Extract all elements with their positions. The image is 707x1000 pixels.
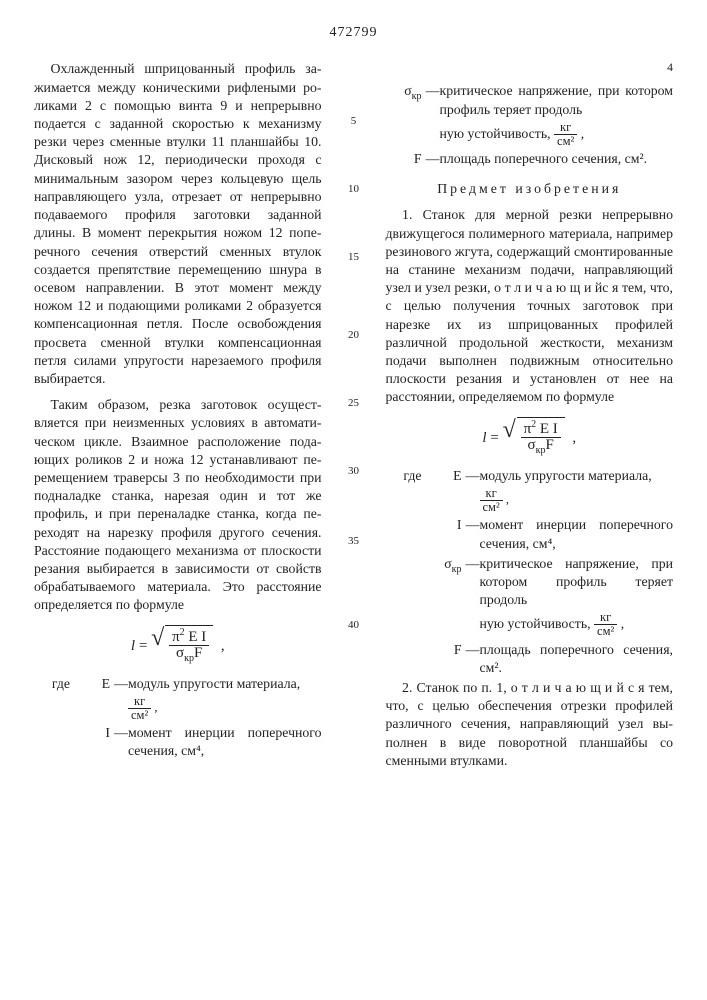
- left-where-block: где E — модуль упругости материала, кгсм…: [34, 675, 322, 761]
- lineno: 20: [344, 328, 364, 343]
- lineno: 5: [344, 114, 364, 129]
- unit-E: кгсм² ,: [128, 695, 322, 722]
- right-where-continued: σкр — критическое напряжение, при ко­тор…: [386, 82, 674, 168]
- sym-sigma: σкр: [386, 82, 426, 118]
- unit-E-r: кгсм² ,: [480, 487, 674, 514]
- def-E: модуль упругости материала,: [128, 675, 322, 693]
- formula-right: l = π2 E I σкрF ,: [386, 417, 674, 457]
- def-sigma-b2-text: ную устойчивость,: [480, 616, 595, 631]
- lineno: 40: [344, 618, 364, 633]
- left-para-1: Охлажденный шприцованный профиль за­жима…: [34, 60, 322, 388]
- def-sigma-b2: ную устойчивость, кгсм² ,: [480, 611, 674, 638]
- def-sigma-2: ную устойчивость, кгсм² ,: [440, 121, 674, 148]
- line-number-gutter: 5 10 15 20 25 30 35 40: [344, 60, 364, 778]
- right-column: 4 σкр — критическое напряжение, при ко­т…: [386, 60, 674, 778]
- def-sigma: критическое напряжение, при ко­тором про…: [440, 82, 674, 118]
- dash: —: [426, 82, 440, 118]
- dash: —: [114, 724, 128, 760]
- sym-E: E: [426, 467, 466, 485]
- def-sigma-b: критическое напряжение, при ко­тором про…: [480, 555, 674, 610]
- dash: —: [426, 150, 440, 168]
- lineno: 35: [344, 534, 364, 549]
- lineno: 15: [344, 250, 364, 265]
- def-I: момент инерции поперечного се­чения, см⁴…: [128, 724, 322, 760]
- dash: —: [466, 641, 480, 677]
- def-F2: площадь поперечного сече­ния, см².: [480, 641, 674, 677]
- def-E-r: модуль упругости материала,: [480, 467, 674, 485]
- sym-sigma: σкр: [426, 555, 466, 610]
- def-F: площадь поперечного сече­ния, см².: [440, 150, 674, 168]
- dash: —: [466, 555, 480, 610]
- left-para-2: Таким образом, резка заготовок осущест­в…: [34, 396, 322, 614]
- where-lead: где: [386, 467, 426, 485]
- sym-I: I: [74, 724, 114, 760]
- def-I-r: момент инерции поперечного се­чения, см⁴…: [480, 516, 674, 552]
- dash: —: [114, 675, 128, 693]
- sym-E: E: [74, 675, 114, 693]
- right-where-block: где E — модуль упругости материала, кгсм…: [386, 467, 674, 677]
- sym-F: F: [386, 150, 426, 168]
- col-number-right: 4: [386, 60, 674, 76]
- claim-1: 1. Станок для мерной резки непрерывно дв…: [386, 206, 674, 406]
- dash: —: [466, 516, 480, 552]
- lineno: 10: [344, 182, 364, 197]
- dash: —: [466, 467, 480, 485]
- sym-I: I: [426, 516, 466, 552]
- subject-heading: Предмет изобретения: [386, 180, 674, 198]
- def-sigma-2-text: ную устойчивость,: [440, 126, 555, 141]
- sym-F: F: [426, 641, 466, 677]
- columns: Охлажденный шприцованный профиль за­жима…: [34, 60, 673, 778]
- left-column: Охлажденный шприцованный профиль за­жима…: [34, 60, 322, 778]
- lineno: 25: [344, 396, 364, 411]
- claim-2: 2. Станок по п. 1, о т л и ч а ю щ и й с…: [386, 679, 674, 770]
- document-number: 472799: [34, 24, 673, 42]
- lineno: 30: [344, 464, 364, 479]
- where-lead: где: [34, 675, 74, 693]
- formula-left: l = π2 E I σкрF ,: [34, 625, 322, 665]
